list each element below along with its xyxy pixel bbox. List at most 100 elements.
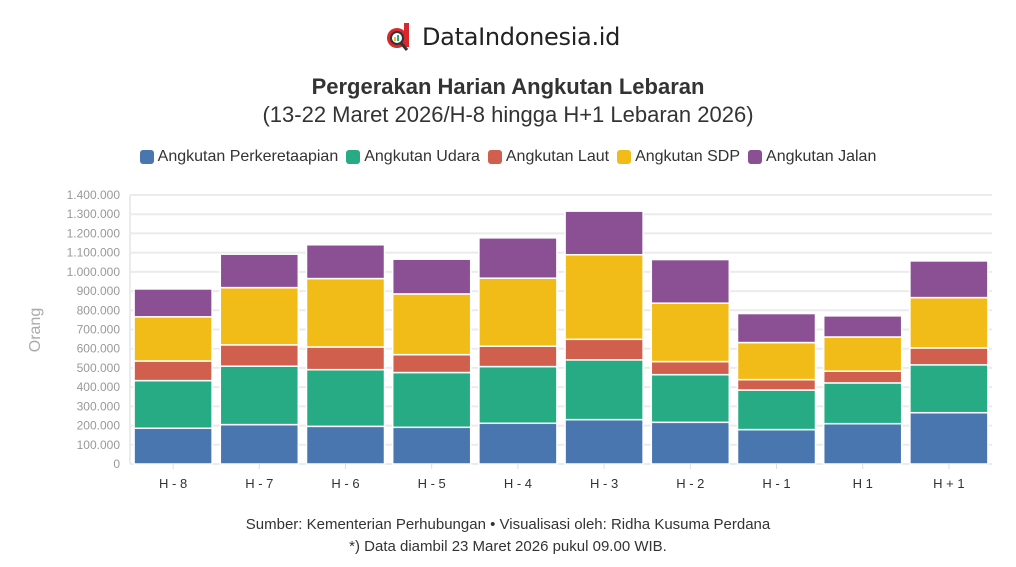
- bar-segment: [909, 411, 989, 465]
- bar-segment: [736, 428, 817, 465]
- bar-segment: [736, 378, 817, 391]
- bar-segment: [564, 210, 644, 256]
- bar-segment: [305, 346, 386, 371]
- bar-segment: [822, 422, 903, 465]
- bar-segment: [650, 302, 731, 363]
- bar-segment: [133, 288, 213, 318]
- bar-segment: [478, 277, 558, 347]
- logo: DataIndonesia.id: [384, 22, 620, 52]
- x-tick-label: H - 7: [245, 476, 273, 491]
- bar-segment: [478, 237, 558, 279]
- source-note: Sumber: Kementerian Perhubungan • Visual…: [245, 516, 771, 533]
- data-note: *) Data diambil 23 Maret 2026 pukul 09.0…: [349, 538, 667, 555]
- bar-segment: [305, 277, 386, 348]
- x-tick-label: H 1: [853, 476, 873, 491]
- bar-segment: [909, 260, 989, 299]
- bar-segment: [478, 422, 558, 465]
- y-tick-label: 400.000: [77, 380, 121, 394]
- bar-segment: [478, 345, 558, 368]
- legend-item[interactable]: Angkutan Laut: [487, 148, 610, 166]
- y-tick-label: 700.000: [77, 323, 121, 337]
- x-tick-label: H - 8: [159, 476, 187, 491]
- logo-text: DataIndonesia.id: [422, 23, 621, 51]
- legend-label: Angkutan Perkeretaapian: [157, 148, 339, 165]
- bar-segment: [219, 253, 300, 289]
- bar-segment: [219, 344, 300, 367]
- x-tick-label: H - 1: [762, 476, 790, 491]
- y-tick-label: 1.400.000: [67, 188, 121, 202]
- legend-item[interactable]: Angkutan Perkeretaapian: [139, 148, 339, 166]
- bar-segment: [305, 425, 386, 465]
- legend-item[interactable]: Angkutan Jalan: [748, 148, 876, 166]
- bar-segment: [391, 293, 472, 356]
- y-tick-label: 1.100.000: [67, 246, 121, 260]
- bar-segment: [219, 365, 300, 426]
- bar-segment: [133, 360, 213, 382]
- bar-segment: [909, 296, 989, 349]
- bar-segment: [478, 365, 558, 425]
- bar-segment: [736, 312, 817, 344]
- chart-subtitle: (13-22 Maret 2026/H-8 hingga H+1 Lebaran…: [262, 102, 754, 127]
- y-tick-label: 600.000: [77, 342, 121, 356]
- bar-segment: [305, 368, 386, 428]
- bar-segment: [564, 254, 644, 341]
- bar-segment: [650, 360, 731, 376]
- legend-label: Angkutan Laut: [505, 148, 610, 165]
- bar-segment: [736, 341, 817, 381]
- bar-segment: [564, 418, 644, 465]
- chart-title: Pergerakan Harian Angkutan Lebaran: [311, 74, 705, 99]
- y-tick-label: 1.300.000: [67, 207, 121, 221]
- stacked-bar-chart: 0 100.000 200.000 300.000 400.000 500.000 600.…: [27, 188, 992, 491]
- y-tick-label: 1.200.000: [67, 226, 121, 240]
- bar-segment: [219, 286, 300, 346]
- legend-swatch: [346, 150, 361, 164]
- bar-segment: [391, 258, 472, 295]
- legend-swatch: [487, 150, 502, 164]
- y-tick-label: 500.000: [77, 361, 121, 375]
- legend: Angkutan Perkeretaapian Angkutan Udara Ang…: [0, 148, 1016, 166]
- bar-segment: [133, 316, 213, 362]
- legend-label: Angkutan Jalan: [766, 148, 877, 165]
- y-tick-label: 200.000: [77, 419, 121, 433]
- y-tick-label: 0: [113, 457, 120, 471]
- bar-segment: [564, 359, 644, 421]
- x-tick-label: H - 5: [418, 476, 446, 491]
- legend-item[interactable]: Angkutan Udara: [346, 148, 480, 166]
- bar-segment: [650, 373, 731, 424]
- bar-segment: [736, 389, 817, 431]
- y-tick-label: 900.000: [77, 284, 121, 298]
- bar-segment: [650, 421, 731, 465]
- y-tick-label: 100.000: [77, 438, 121, 452]
- bar-segment: [564, 338, 644, 361]
- bar-segment: [650, 258, 731, 304]
- bar-segment: [822, 370, 903, 384]
- legend-swatch: [617, 150, 632, 164]
- bar-segment: [391, 426, 472, 465]
- bar-segment: [305, 244, 386, 280]
- legend-item[interactable]: Angkutan SDP: [617, 148, 740, 166]
- y-tick-label: 300.000: [77, 399, 121, 413]
- y-tick-label: 1.000.000: [67, 265, 121, 279]
- bar-segment: [391, 353, 472, 374]
- bar-segment: [133, 379, 213, 430]
- x-tick-label: H - 2: [676, 476, 704, 491]
- x-tick-label: H + 1: [933, 476, 964, 491]
- legend-label: Angkutan SDP: [635, 148, 741, 165]
- bar-segment: [909, 347, 989, 366]
- logo-magnifier-icon: [387, 23, 409, 51]
- bar-segment: [822, 382, 903, 425]
- legend-swatch: [139, 150, 154, 164]
- bar-segment: [219, 423, 300, 465]
- x-tick-label: H - 6: [331, 476, 359, 491]
- legend-label: Angkutan Udara: [364, 148, 480, 165]
- bar-segment: [133, 427, 213, 465]
- x-tick-label: H - 3: [590, 476, 618, 491]
- legend-swatch: [748, 150, 763, 164]
- bar-segment: [391, 371, 472, 429]
- bar-segment: [822, 336, 903, 372]
- y-axis-label: Orang: [27, 308, 44, 352]
- y-tick-label: 800.000: [77, 303, 121, 317]
- bar-segment: [909, 364, 989, 414]
- x-tick-label: H - 4: [504, 476, 532, 491]
- bar-segment: [822, 315, 903, 338]
